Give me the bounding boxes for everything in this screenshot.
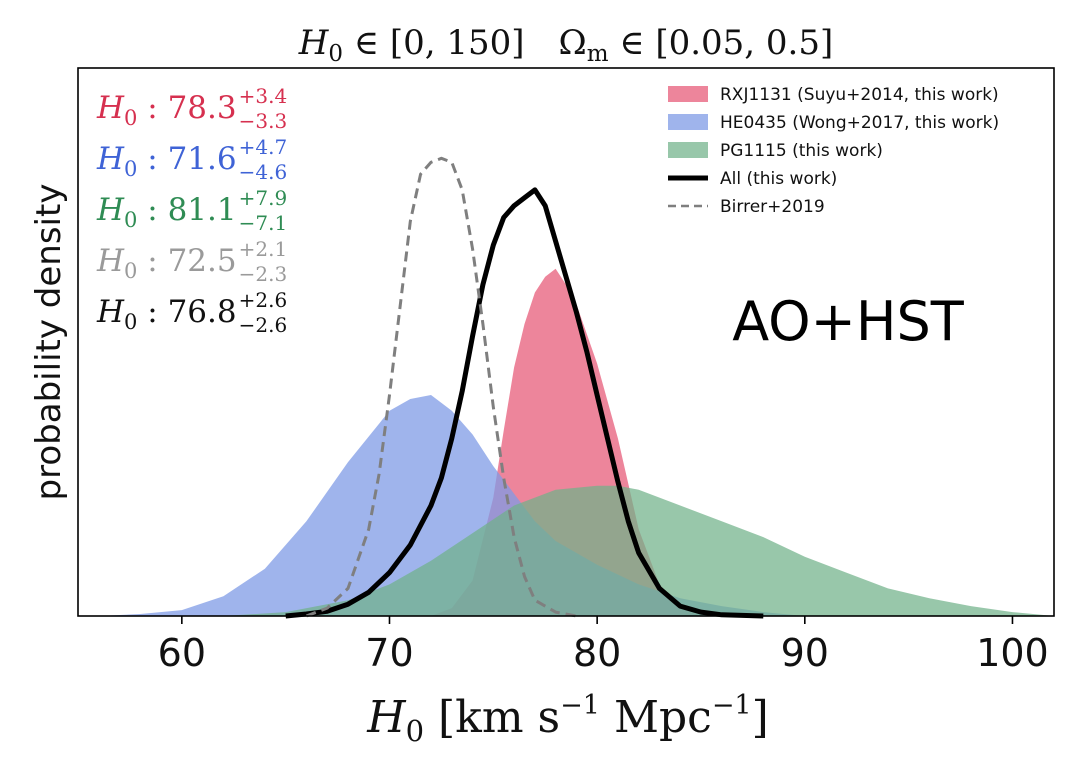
h0-estimates: H0 : 78.3 +3.4−3.3H0 : 71.6 +4.7−4.6H0 : 8… — [96, 84, 287, 337]
series-3-line — [285, 187, 764, 619]
h0-estimate-0-lower: −3.3 — [239, 109, 288, 133]
h0-estimate-1: H0 : 71.6 — [96, 141, 237, 181]
x-axis-label: H0 [km s−1 Mpc−1] — [366, 690, 769, 748]
h0-estimate-3: H0 : 72.5 — [96, 243, 237, 283]
x-axis-ticks: 60 70 80 90 100 — [158, 616, 1049, 675]
legend-label-1: HE0435 (Wong+2017, this work) — [720, 113, 999, 133]
x-tick-label-70: 70 — [365, 631, 413, 675]
legend-swatch-2 — [668, 142, 708, 158]
chart-title: H0 ∈ [0, 150] Ωm ∈ [0.05, 0.5] — [298, 23, 833, 67]
y-axis-label: probability density — [29, 184, 69, 501]
x-tick-label-60: 60 — [158, 631, 206, 675]
h0-estimate-4-upper: +2.6 — [239, 288, 288, 312]
legend: RXJ1131 (Suyu+2014, this work) HE0435 (Wo… — [668, 85, 999, 217]
data-marks — [98, 156, 1054, 619]
legend-label-3: All (this work) — [720, 169, 837, 189]
series-1-area — [98, 395, 805, 616]
plot-frame — [77, 67, 1055, 617]
legend-label-4: Birrer+2019 — [720, 197, 825, 217]
h0-estimate-3-lower: −2.3 — [239, 262, 288, 286]
legend-swatch-0 — [668, 86, 708, 102]
h0-estimate-2-lower: −7.1 — [239, 211, 288, 235]
h0-estimate-2: H0 : 81.1 — [96, 192, 237, 232]
h0-estimate-3-upper: +2.1 — [239, 237, 288, 261]
legend-label-0: RXJ1131 (Suyu+2014, this work) — [720, 85, 999, 105]
h0-estimate-1-upper: +4.7 — [239, 135, 288, 159]
h0-estimate-4-lower: −2.6 — [239, 313, 288, 337]
h0-estimate-2-upper: +7.9 — [239, 186, 288, 210]
x-tick-label-100: 100 — [976, 631, 1049, 675]
h0-estimate-0: H0 : 78.3 — [96, 90, 237, 130]
h0-estimate-1-lower: −4.6 — [239, 160, 288, 184]
legend-swatch-1 — [668, 114, 708, 130]
h0-estimate-4: H0 : 76.8 — [96, 294, 237, 334]
x-tick-label-80: 80 — [573, 631, 621, 675]
h0-estimate-0-upper: +3.4 — [239, 84, 288, 108]
x-tick-label-90: 90 — [781, 631, 829, 675]
annotation-ao-hst: AO+HST — [732, 290, 965, 353]
series-4-line — [305, 156, 577, 618]
legend-label-2: PG1115 (this work) — [720, 141, 883, 161]
